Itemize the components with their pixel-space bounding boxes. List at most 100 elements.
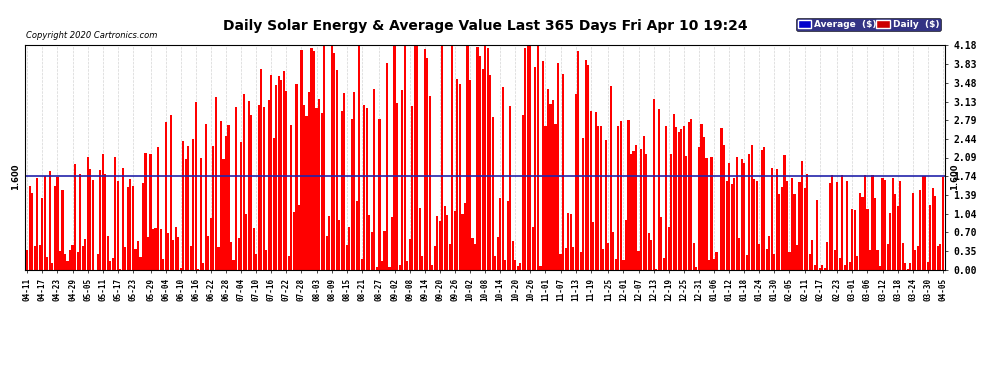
Bar	[484, 45, 486, 270]
Bar	[56, 177, 58, 270]
Bar	[832, 175, 834, 270]
Bar	[34, 246, 36, 270]
Bar	[47, 256, 49, 270]
Bar	[672, 114, 675, 270]
Bar	[293, 212, 295, 270]
Bar	[755, 181, 758, 270]
Bar	[348, 227, 350, 270]
Bar	[86, 157, 89, 270]
Bar	[776, 169, 778, 270]
Bar	[285, 91, 287, 270]
Bar	[451, 45, 453, 270]
Bar	[750, 146, 752, 270]
Bar	[248, 100, 249, 270]
Bar	[645, 154, 647, 270]
Bar	[295, 84, 298, 270]
Bar	[743, 163, 745, 270]
Bar	[670, 154, 672, 270]
Bar	[167, 232, 169, 270]
Bar	[726, 181, 728, 270]
Bar	[522, 115, 524, 270]
Bar	[125, 247, 127, 270]
Bar	[383, 231, 385, 270]
Bar	[489, 75, 491, 270]
Bar	[886, 244, 889, 270]
Bar	[252, 228, 254, 270]
Bar	[600, 126, 602, 270]
Bar	[323, 45, 325, 270]
Bar	[821, 265, 824, 270]
Bar	[486, 48, 489, 270]
Bar	[275, 86, 277, 270]
Bar	[592, 222, 594, 270]
Bar	[434, 246, 436, 270]
Bar	[311, 48, 313, 270]
Bar	[559, 254, 561, 270]
Bar	[130, 179, 132, 270]
Bar	[907, 269, 909, 270]
Bar	[567, 213, 569, 270]
Bar	[494, 255, 496, 270]
Bar	[333, 53, 336, 270]
Bar	[200, 158, 202, 270]
Bar	[288, 256, 290, 270]
Bar	[84, 239, 86, 270]
Bar	[429, 96, 431, 270]
Bar	[202, 262, 204, 270]
Bar	[829, 183, 831, 270]
Bar	[930, 205, 932, 270]
Bar	[212, 146, 215, 270]
Bar	[914, 250, 917, 270]
Bar	[884, 180, 886, 270]
Bar	[809, 254, 811, 270]
Bar	[140, 258, 142, 270]
Bar	[97, 254, 99, 270]
Bar	[628, 120, 630, 270]
Bar	[210, 217, 212, 270]
Bar	[453, 211, 456, 270]
Bar	[187, 146, 189, 270]
Bar	[172, 240, 174, 270]
Bar	[371, 231, 373, 270]
Bar	[859, 192, 861, 270]
Bar	[618, 126, 620, 270]
Bar	[662, 258, 664, 270]
Bar	[378, 119, 380, 270]
Bar	[137, 241, 139, 270]
Bar	[824, 268, 826, 270]
Bar	[44, 176, 46, 270]
Bar	[665, 126, 667, 270]
Bar	[114, 157, 117, 270]
Bar	[492, 117, 494, 270]
Bar	[605, 140, 607, 270]
Bar	[688, 122, 690, 270]
Bar	[112, 258, 114, 270]
Bar	[819, 268, 821, 270]
Bar	[768, 236, 770, 270]
Bar	[51, 262, 53, 270]
Bar	[620, 121, 622, 270]
Bar	[713, 258, 715, 270]
Bar	[530, 45, 532, 270]
Bar	[446, 215, 448, 270]
Bar	[876, 250, 878, 270]
Bar	[74, 164, 76, 270]
Bar	[703, 137, 705, 270]
Bar	[804, 188, 806, 270]
Bar	[937, 246, 939, 270]
Bar	[708, 260, 710, 270]
Bar	[630, 154, 632, 270]
Bar	[741, 159, 742, 270]
Bar	[169, 115, 171, 270]
Bar	[346, 245, 347, 270]
Bar	[355, 201, 357, 270]
Bar	[904, 263, 906, 270]
Bar	[162, 259, 164, 270]
Bar	[344, 93, 346, 270]
Bar	[119, 269, 122, 270]
Bar	[353, 92, 355, 270]
Bar	[298, 205, 300, 270]
Bar	[238, 238, 240, 270]
Bar	[585, 60, 587, 270]
Bar	[504, 260, 506, 270]
